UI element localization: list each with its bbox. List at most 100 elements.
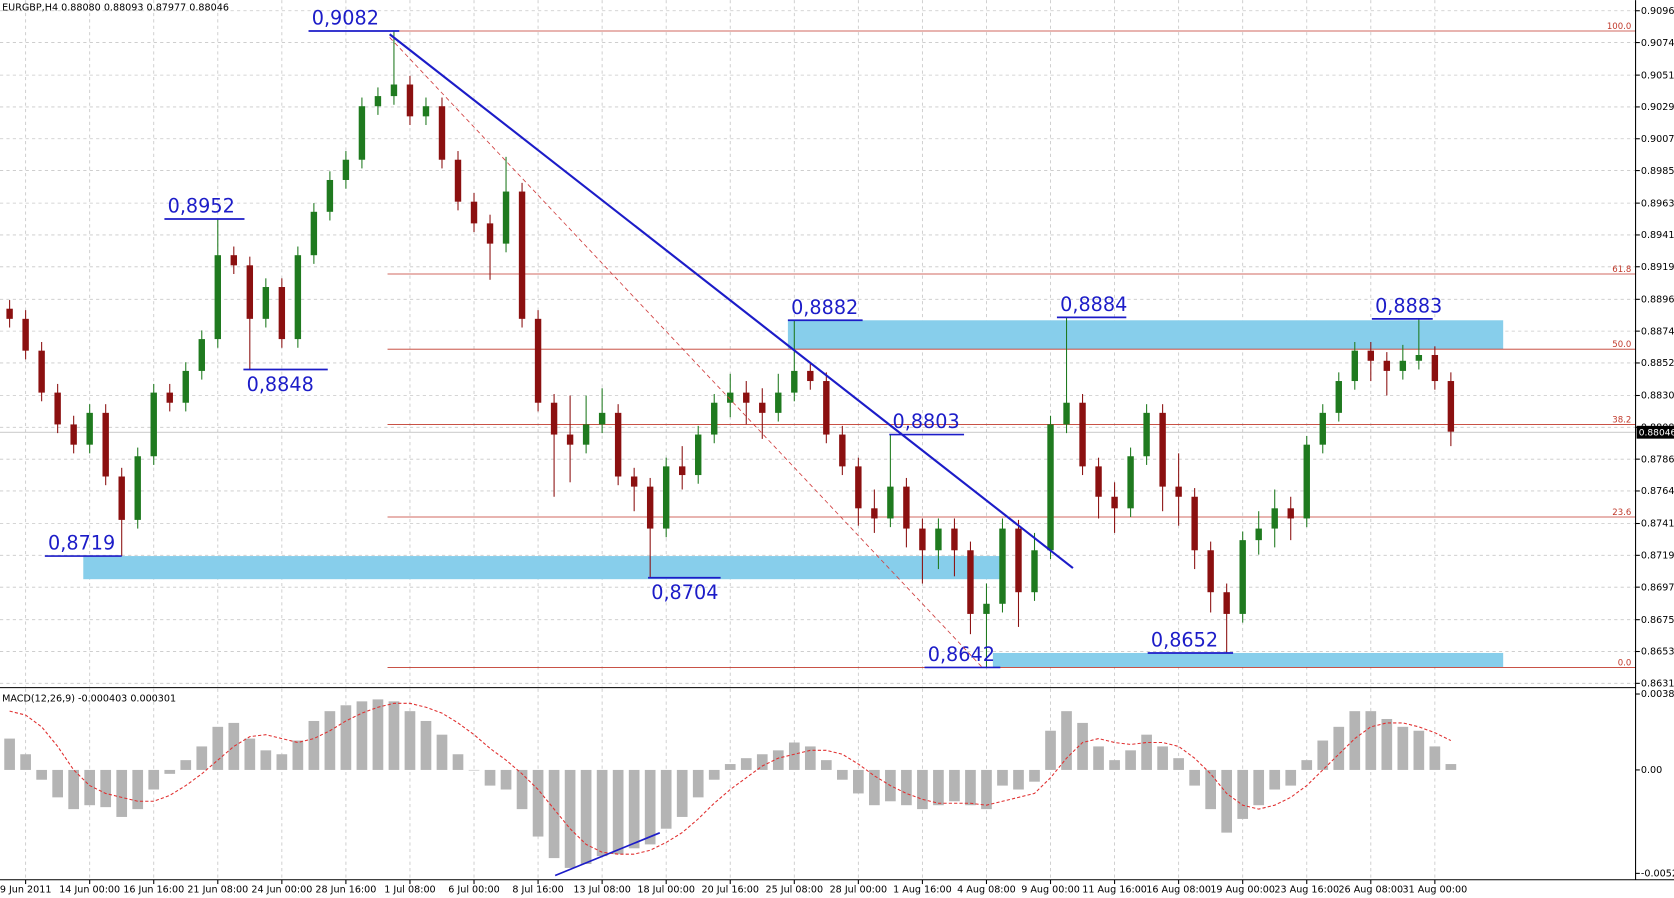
annotation-label: 0,9082 xyxy=(312,7,379,30)
fib-label: 0.0 xyxy=(1618,658,1632,668)
candle-body xyxy=(182,370,189,403)
candle-body xyxy=(678,466,686,476)
last-price-tag xyxy=(1636,425,1674,439)
annotation-label: 0,8952 xyxy=(168,195,235,218)
candle-body xyxy=(534,318,542,403)
x-tick-label: 18 Jul 00:00 xyxy=(637,885,695,896)
annotation-label: 0,8848 xyxy=(247,373,314,396)
candle-body xyxy=(486,223,494,244)
candle-body xyxy=(1351,350,1358,382)
macd-bar xyxy=(628,769,640,849)
macd-bar xyxy=(148,769,160,790)
candle-body xyxy=(807,370,814,382)
candle-body xyxy=(1191,496,1198,551)
macd-bar xyxy=(292,740,304,770)
macd-bar xyxy=(1093,746,1104,770)
macd-bar xyxy=(452,754,464,770)
x-tick-label: 8 Jul 16:00 xyxy=(512,885,563,896)
y-tick-label: 0.90075 xyxy=(1641,134,1674,145)
candle-body xyxy=(1431,354,1439,382)
macd-bar xyxy=(804,746,816,770)
macd-bar xyxy=(1413,730,1425,770)
macd-bar xyxy=(276,754,288,770)
x-tick-label: 19 Aug 00:00 xyxy=(1210,885,1275,896)
candle-body xyxy=(1079,402,1086,467)
fib-label: 50.0 xyxy=(1612,340,1631,350)
fib-trend-line xyxy=(389,37,983,668)
macd-bar xyxy=(1173,758,1184,770)
x-tick-label: 4 Aug 08:00 xyxy=(957,885,1016,896)
candle-body xyxy=(1319,412,1326,445)
candle-body xyxy=(1287,508,1294,519)
macd-bar xyxy=(1125,750,1136,770)
candle-body xyxy=(262,287,270,319)
macd-bar xyxy=(564,769,576,868)
macd-bar xyxy=(708,769,720,780)
candle-body xyxy=(695,434,702,476)
candle-body xyxy=(983,603,990,614)
y-tick-label: -0.00528 xyxy=(1641,869,1674,880)
candle-body xyxy=(1111,496,1118,509)
candle-body xyxy=(1015,528,1022,593)
candle-body xyxy=(310,211,318,256)
candle-body xyxy=(1415,354,1423,361)
candle-body xyxy=(470,201,478,224)
candle-body xyxy=(662,466,670,529)
indicator-label: MACD(12,26,9) -0.000403 0.000301 xyxy=(2,693,176,704)
candle-body xyxy=(1271,508,1278,529)
annotation-label: 0,8652 xyxy=(1151,629,1218,652)
macd-bar xyxy=(724,764,736,770)
candle-body xyxy=(1303,444,1310,519)
candle-body xyxy=(422,106,430,117)
macd-bar xyxy=(997,769,1008,786)
candle-body xyxy=(1239,540,1246,614)
candle-body xyxy=(118,476,125,520)
macd-bar xyxy=(1285,769,1297,786)
macd-bar xyxy=(1397,726,1409,770)
macd-bar xyxy=(788,742,800,770)
candle-body xyxy=(855,466,862,509)
macd-bar xyxy=(1061,711,1072,770)
macd-bar xyxy=(164,769,176,774)
candle-body xyxy=(951,528,958,551)
macd-bar xyxy=(1269,769,1281,790)
candle-body xyxy=(1399,360,1407,371)
macd-bar xyxy=(820,760,832,770)
macd-bar xyxy=(484,769,496,786)
y-tick-label: 0.88745 xyxy=(1641,326,1674,337)
x-tick-label: 31 Aug 00:00 xyxy=(1403,885,1468,896)
macd-bar xyxy=(324,711,336,770)
candle-body xyxy=(1255,528,1262,541)
macd-bar xyxy=(869,769,880,806)
x-tick-label: 25 Jul 08:00 xyxy=(766,885,824,896)
fib-label: 23.6 xyxy=(1612,508,1631,518)
annotation-label: 0,8803 xyxy=(893,410,960,433)
candle-body xyxy=(1095,466,1102,497)
candle-body xyxy=(566,434,574,445)
candle-body xyxy=(743,392,750,403)
x-tick-label: 14 Jun 00:00 xyxy=(59,885,120,896)
candle-body xyxy=(582,424,590,445)
y-tick-label: 0.86310 xyxy=(1641,679,1674,690)
candle-body xyxy=(839,434,846,467)
macd-bar xyxy=(660,769,672,829)
candle-body xyxy=(775,392,782,413)
candle-body xyxy=(86,412,93,445)
y-tick-label: 0.88525 xyxy=(1641,358,1674,369)
candle-body xyxy=(54,392,61,425)
macd-bar xyxy=(580,769,592,864)
x-tick-label: 16 Aug 08:00 xyxy=(1146,885,1211,896)
macd-bar xyxy=(244,738,256,770)
candle-body xyxy=(598,412,606,425)
macd-bar xyxy=(1429,746,1441,770)
candle-body xyxy=(374,96,382,107)
candle-body xyxy=(1383,360,1391,371)
y-tick-label: 0.87415 xyxy=(1641,519,1674,530)
y-tick-label: 0.00 xyxy=(1641,765,1662,776)
macd-bar xyxy=(1333,726,1345,770)
